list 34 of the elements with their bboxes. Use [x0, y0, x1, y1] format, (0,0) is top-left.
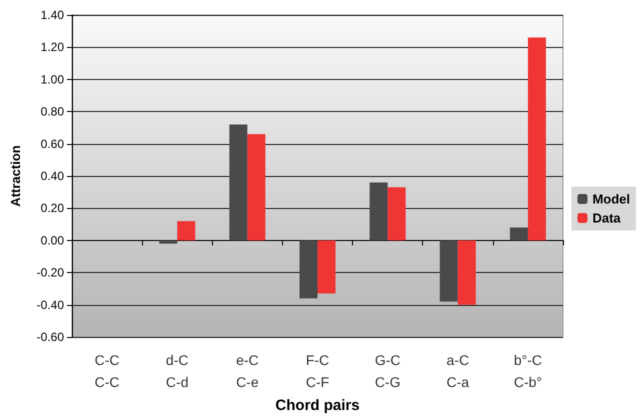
x-tick-label: a-C C-a — [446, 352, 470, 390]
bar — [177, 221, 196, 240]
y-tick-label: 1.40 — [40, 8, 64, 22]
bar — [229, 124, 248, 240]
y-tick-label: 0.00 — [40, 233, 64, 248]
y-tick-label: -0.40 — [36, 298, 64, 312]
x-axis-title: Chord pairs — [275, 396, 360, 414]
bar — [318, 240, 336, 294]
y-tick-label: 1.20 — [40, 40, 64, 54]
x-tick-label: C-C C-C — [94, 352, 120, 390]
y-tick-label: 0.80 — [40, 104, 64, 119]
y-tick-label: 1.00 — [40, 72, 64, 86]
bar — [370, 182, 388, 240]
bar — [440, 240, 458, 302]
y-tick-label: 0.40 — [40, 169, 64, 183]
bar — [300, 240, 318, 298]
x-tick-label: G-C C-G — [374, 352, 400, 390]
bar — [458, 240, 476, 305]
y-axis-title: Attraction — [8, 145, 23, 207]
y-tick-label: 0.20 — [40, 201, 64, 216]
y-tick-label: -0.60 — [36, 330, 64, 344]
bar — [388, 187, 406, 240]
y-tick-label: 0.60 — [40, 136, 64, 151]
x-tick-label: d-C C-d — [166, 352, 188, 390]
legend-label: Model — [592, 192, 630, 206]
x-tick-label: e-C C-e — [236, 352, 259, 390]
bar — [510, 228, 528, 240]
bar — [247, 134, 266, 240]
legend-label: Data — [592, 210, 622, 226]
x-tick-label: F-C C-F — [306, 352, 330, 390]
y-tick-label: -0.20 — [36, 266, 64, 280]
bar — [159, 240, 178, 244]
bar — [528, 38, 546, 240]
x-tick-label: b°-C C-b° — [514, 352, 542, 390]
